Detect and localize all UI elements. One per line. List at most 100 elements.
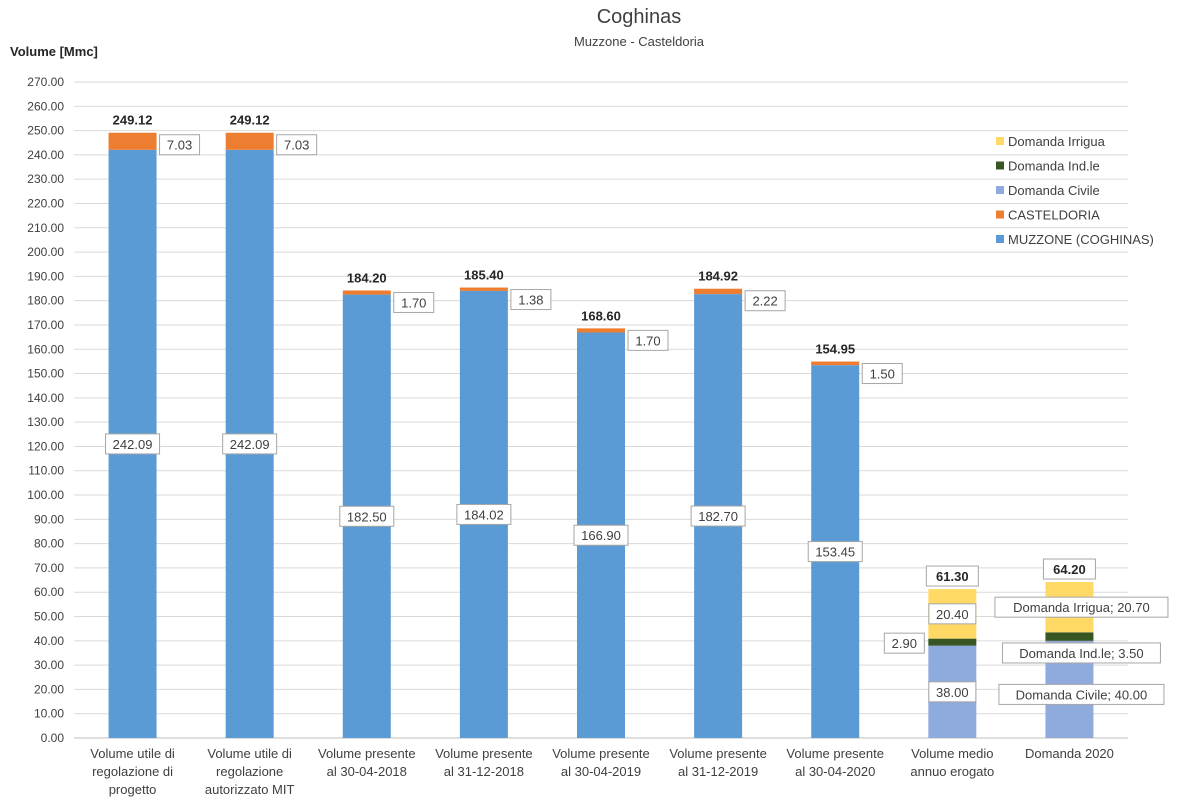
data-label-box <box>510 289 552 311</box>
data-label-box <box>861 363 903 385</box>
data-label-box <box>998 683 1165 705</box>
data-label-box <box>994 596 1169 618</box>
y-tick-label: 200.00 <box>27 245 64 259</box>
data-label-box <box>807 541 863 563</box>
data-label: 182.50 <box>347 509 387 524</box>
y-tick-label: 140.00 <box>27 391 64 405</box>
data-label: 1.70 <box>635 333 660 348</box>
y-tick-label: 240.00 <box>27 148 64 162</box>
y-tick-label: 230.00 <box>27 172 64 186</box>
data-label-box <box>1001 642 1161 664</box>
x-tick-label: regolazione di <box>92 764 173 779</box>
total-label: 168.60 <box>581 308 621 323</box>
data-label: 184.02 <box>464 507 504 522</box>
total-label: 249.12 <box>230 113 270 128</box>
data-label-box <box>276 134 318 156</box>
y-tick-label: 90.00 <box>34 512 64 526</box>
y-tick-label: 100.00 <box>27 488 64 502</box>
legend-label: Domanda Civile <box>1008 183 1100 198</box>
x-tick-label: al 30-04-2020 <box>795 764 875 779</box>
data-label: 1.70 <box>401 295 426 310</box>
y-tick-label: 220.00 <box>27 196 64 210</box>
data-label: 2.90 <box>892 636 917 651</box>
x-tick-label: Volume presente <box>786 746 884 761</box>
bar-segment <box>577 328 625 333</box>
data-label-box <box>690 505 746 527</box>
total-label: 184.92 <box>698 269 738 284</box>
bar-segment <box>928 638 977 646</box>
data-label: Domanda Irrigua; 20.70 <box>1013 600 1150 615</box>
y-tick-label: 60.00 <box>34 585 64 599</box>
x-tick-label: Volume utile di <box>90 746 175 761</box>
legend-swatch <box>996 210 1004 219</box>
total-label-box <box>1042 558 1096 580</box>
data-label: 242.09 <box>230 437 270 452</box>
bar-segment <box>811 361 860 366</box>
total-label: 249.12 <box>113 113 153 128</box>
x-tick-label: Domanda 2020 <box>1025 746 1114 761</box>
data-label-box <box>456 503 512 525</box>
y-tick-label: 40.00 <box>34 634 64 648</box>
y-tick-label: 260.00 <box>27 99 64 113</box>
legend-label: Domanda Irrigua <box>1008 134 1106 149</box>
y-tick-label: 30.00 <box>34 658 64 672</box>
data-label: 2.22 <box>752 294 777 309</box>
y-tick-label: 20.00 <box>34 682 64 696</box>
data-label-box <box>222 433 278 455</box>
y-tick-label: 250.00 <box>27 124 64 138</box>
x-tick-label: progetto <box>109 782 157 797</box>
legend-swatch <box>996 186 1004 194</box>
y-tick-label: 180.00 <box>27 294 64 308</box>
y-tick-label: 110.00 <box>28 464 64 478</box>
y-tick-label: 120.00 <box>27 439 64 453</box>
data-label: 242.09 <box>113 437 153 452</box>
x-tick-label: Volume presente <box>435 746 533 761</box>
legend-label: CASTELDORIA <box>1008 208 1100 223</box>
total-label: 154.95 <box>815 342 855 357</box>
y-axis-label: Volume [Mmc] <box>10 44 98 59</box>
data-label: 20.40 <box>936 607 969 622</box>
x-tick-label: al 31-12-2018 <box>444 764 524 779</box>
y-tick-label: 160.00 <box>27 342 64 356</box>
data-label: 38.00 <box>936 685 969 700</box>
y-tick-label: 190.00 <box>27 269 64 283</box>
total-label: 64.20 <box>1053 562 1086 577</box>
y-tick-label: 150.00 <box>27 367 64 381</box>
legend-swatch <box>996 137 1004 145</box>
data-label: 7.03 <box>284 138 309 153</box>
data-label-box <box>105 433 161 455</box>
x-tick-label: autorizzato MIT <box>205 782 295 797</box>
legend-swatch <box>996 161 1004 170</box>
legend-label: Domanda Ind.le <box>1008 159 1100 174</box>
data-label: 7.03 <box>167 138 192 153</box>
data-label: 1.50 <box>870 367 895 382</box>
x-tick-label: al 31-12-2019 <box>678 764 758 779</box>
bar-segment <box>342 290 391 295</box>
x-tick-label: Volume presente <box>318 746 416 761</box>
x-tick-label: Volume presente <box>552 746 650 761</box>
y-tick-label: 50.00 <box>34 610 64 624</box>
x-tick-label: al 30-04-2018 <box>327 764 407 779</box>
data-label-box <box>339 505 395 527</box>
data-label: 182.70 <box>698 509 738 524</box>
data-label: 153.45 <box>815 545 855 560</box>
data-label-box <box>928 681 977 703</box>
chart-title: Coghinas <box>596 6 682 28</box>
y-tick-label: 210.00 <box>27 221 64 235</box>
y-tick-label: 0.00 <box>41 731 65 745</box>
data-label-box <box>627 329 669 351</box>
x-tick-label: Volume medio <box>911 746 993 761</box>
x-tick-label: annuo erogato <box>910 764 994 779</box>
x-tick-label: regolazione <box>216 764 283 779</box>
data-label: Domanda Ind.le; 3.50 <box>1019 646 1143 661</box>
y-tick-label: 130.00 <box>27 415 64 429</box>
x-tick-label: al 30-04-2019 <box>561 764 641 779</box>
y-tick-label: 170.00 <box>27 318 64 332</box>
y-tick-label: 10.00 <box>34 707 64 721</box>
total-label: 61.30 <box>936 569 969 584</box>
x-tick-label: Volume presente <box>669 746 767 761</box>
bar-segment <box>694 288 743 295</box>
bar-segment <box>225 132 274 150</box>
